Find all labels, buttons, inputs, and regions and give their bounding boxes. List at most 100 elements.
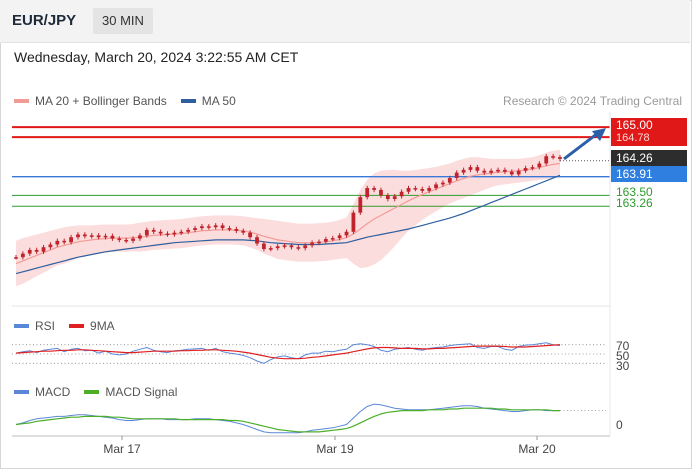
candle-15 xyxy=(117,238,122,241)
candle-26 xyxy=(193,228,197,230)
candle-39 xyxy=(282,245,287,247)
candle-30 xyxy=(220,225,225,229)
candle-54 xyxy=(385,195,390,199)
candle-61 xyxy=(434,184,438,189)
candle-79 xyxy=(558,157,562,159)
candle-73 xyxy=(516,170,521,175)
legend-ma50: MA 50 xyxy=(201,94,236,108)
candle-9 xyxy=(76,234,80,238)
macd-signal-line xyxy=(15,407,560,433)
candle-1 xyxy=(20,253,25,258)
x-label-mar19: Mar 19 xyxy=(316,442,354,456)
candle-10 xyxy=(82,234,87,237)
candle-23 xyxy=(172,232,177,235)
candle-55 xyxy=(392,196,397,199)
candle-44 xyxy=(317,241,321,244)
macd-swatch xyxy=(14,390,29,394)
legend-ma20-bb: MA 20 + Bollinger Bands xyxy=(35,94,167,108)
candle-0 xyxy=(14,257,18,259)
candle-62 xyxy=(441,182,445,185)
candle-66 xyxy=(468,167,473,170)
candle-77 xyxy=(544,156,549,164)
candle-27 xyxy=(200,226,204,229)
candle-19 xyxy=(144,229,149,236)
support-price-2: 163.26 xyxy=(616,196,653,210)
candle-37 xyxy=(268,248,273,250)
candle-60 xyxy=(427,188,432,191)
candle-75 xyxy=(530,167,535,169)
candle-78 xyxy=(551,156,556,158)
rsi-9ma-swatch xyxy=(69,324,85,328)
candle-52 xyxy=(372,188,376,190)
candle-20 xyxy=(151,229,156,232)
candle-13 xyxy=(103,235,108,238)
candle-68 xyxy=(482,170,487,173)
candle-65 xyxy=(461,169,466,173)
candle-24 xyxy=(179,231,184,234)
rsi-level-70: 70 xyxy=(616,339,630,353)
candle-12 xyxy=(96,235,101,238)
candle-2 xyxy=(27,249,32,254)
credit-text: Research © 2024 Trading Central xyxy=(503,94,682,108)
legend-macd: MACD xyxy=(35,385,71,399)
candle-14 xyxy=(110,235,115,239)
candle-32 xyxy=(234,229,239,231)
x-label-mar20: Mar 20 xyxy=(518,442,556,456)
candle-47 xyxy=(337,235,342,239)
projection-arrow-shaft xyxy=(563,131,599,161)
macd-legend: MACD MACD Signal xyxy=(14,385,191,399)
candle-4 xyxy=(41,247,46,252)
rsi-level-50: 50 xyxy=(616,349,630,363)
main-legend: MA 20 + Bollinger Bands MA 50 xyxy=(14,94,250,108)
candle-11 xyxy=(89,235,94,237)
ma50-price-tag: 163.91 xyxy=(611,166,687,182)
candle-42 xyxy=(303,245,308,249)
candle-17 xyxy=(131,238,135,241)
candle-38 xyxy=(275,246,280,249)
rsi-level-30: 30 xyxy=(616,359,630,373)
candle-50 xyxy=(358,197,363,213)
candle-41 xyxy=(296,247,301,249)
symbol-title: EUR/JPY xyxy=(12,12,77,29)
macd-line xyxy=(15,403,560,434)
ma20-swatch xyxy=(14,99,29,103)
timeframe-badge[interactable]: 30 MIN xyxy=(93,8,153,34)
candle-57 xyxy=(406,188,411,192)
candle-67 xyxy=(475,167,480,171)
candle-43 xyxy=(310,242,314,246)
current-price-tag: 164.26 xyxy=(611,150,687,166)
macd-zero-label: 0 xyxy=(616,418,623,432)
target-price-16478: 164.78 xyxy=(616,132,650,144)
candle-29 xyxy=(213,225,218,228)
candle-51 xyxy=(365,188,370,198)
projection-arrow-head xyxy=(592,128,606,142)
support-price-1: 163.50 xyxy=(616,185,653,199)
candle-76 xyxy=(537,163,542,168)
candle-16 xyxy=(124,239,129,242)
rsi-swatch xyxy=(14,324,29,328)
candle-35 xyxy=(255,237,259,244)
candle-72 xyxy=(509,171,514,175)
candle-40 xyxy=(289,245,294,248)
legend-macd-signal: MACD Signal xyxy=(105,385,178,399)
rsi-9ma-line xyxy=(15,344,561,360)
candle-71 xyxy=(503,169,507,172)
candle-25 xyxy=(186,229,191,232)
candle-45 xyxy=(323,239,328,242)
candle-70 xyxy=(496,169,500,172)
legend-rsi-9ma: 9MA xyxy=(90,319,115,333)
datetime-label: Wednesday, March 20, 2024 3:22:55 AM CET xyxy=(14,49,299,65)
candle-28 xyxy=(206,226,211,228)
top-bar: EUR/JPY 30 MIN xyxy=(0,0,690,43)
candle-74 xyxy=(523,168,528,171)
candle-56 xyxy=(399,191,404,197)
candle-8 xyxy=(69,237,73,243)
ma50-line xyxy=(15,174,561,275)
candle-46 xyxy=(330,238,335,240)
candle-48 xyxy=(344,231,349,236)
ma50-swatch xyxy=(180,99,196,103)
candle-59 xyxy=(420,188,425,191)
target-price-165: 165.00 xyxy=(616,118,653,132)
candle-6 xyxy=(55,240,60,245)
